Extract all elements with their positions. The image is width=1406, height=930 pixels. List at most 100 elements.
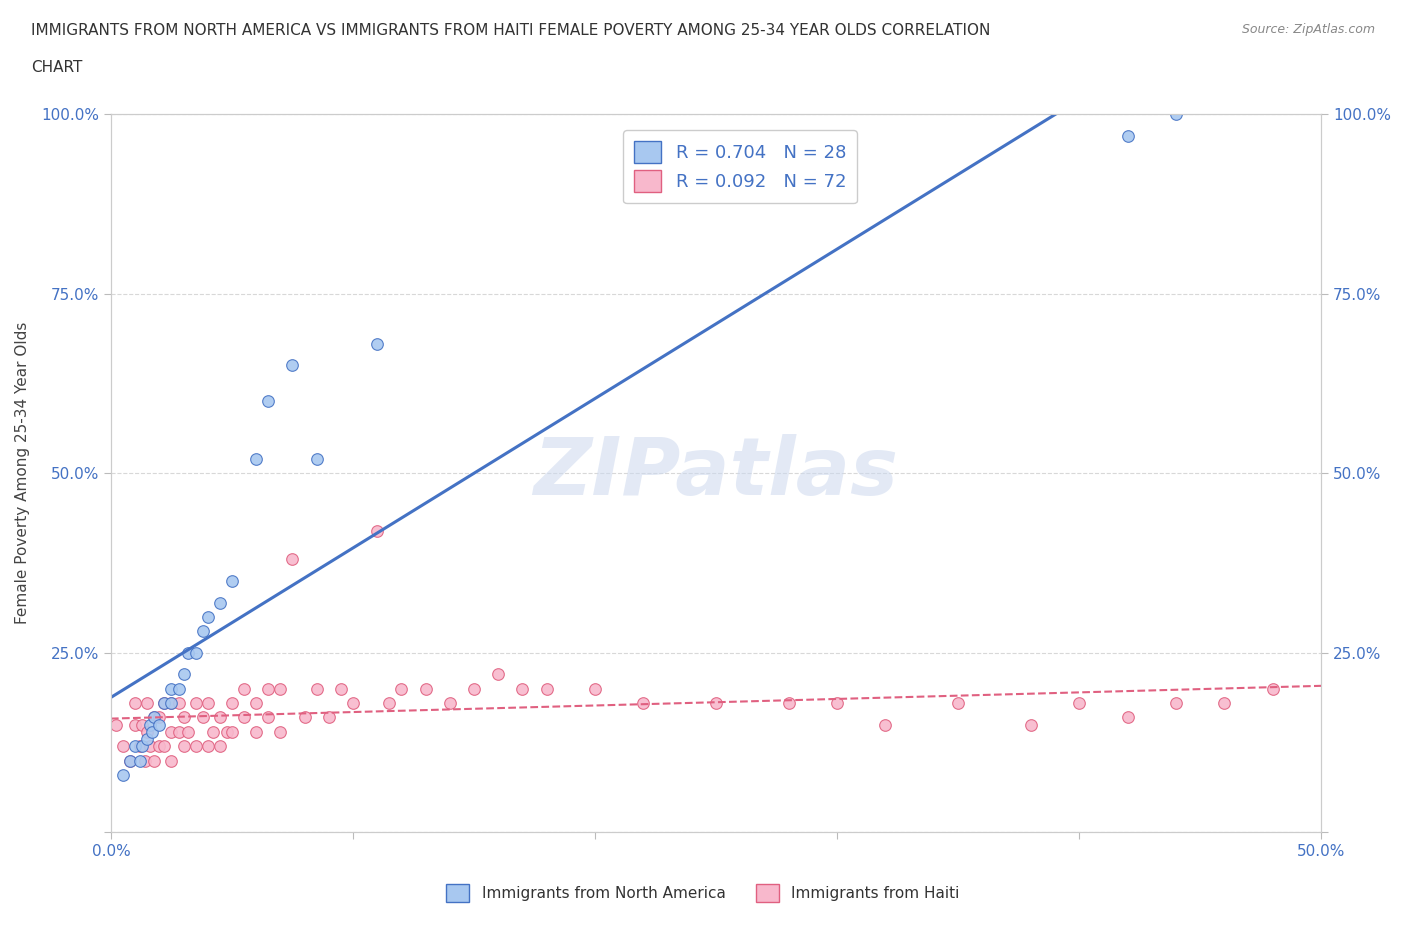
Point [257, 710, 280, 724]
Point [439, 696, 461, 711]
Point [160, 696, 183, 711]
Point [143, 710, 166, 724]
Point [124, 738, 146, 753]
Point [281, 358, 304, 373]
Point [129, 738, 152, 753]
Point [148, 717, 170, 732]
Point [177, 645, 200, 660]
Point [111, 738, 134, 753]
Point [148, 710, 170, 724]
Point [486, 667, 509, 682]
Point [583, 682, 606, 697]
Point [1069, 696, 1091, 711]
Point [177, 724, 200, 739]
Point [281, 552, 304, 567]
Point [143, 753, 166, 768]
Point [104, 717, 127, 732]
Text: ZIPatlas: ZIPatlas [533, 434, 898, 512]
Point [305, 451, 328, 466]
Text: IMMIGRANTS FROM NORTH AMERICA VS IMMIGRANTS FROM HAITI FEMALE POVERTY AMONG 25-3: IMMIGRANTS FROM NORTH AMERICA VS IMMIGRA… [31, 23, 990, 38]
Point [136, 732, 159, 747]
Point [825, 696, 848, 711]
Point [124, 696, 146, 711]
Point [120, 753, 142, 768]
Legend: R = 0.704   N = 28, R = 0.092   N = 72: R = 0.704 N = 28, R = 0.092 N = 72 [623, 130, 858, 203]
Point [1019, 717, 1042, 732]
Point [153, 738, 176, 753]
Point [160, 696, 183, 711]
Point [111, 767, 134, 782]
Point [269, 682, 291, 697]
Point [208, 738, 231, 753]
Point [160, 682, 183, 697]
Point [208, 710, 231, 724]
Point [201, 724, 224, 739]
Point [342, 696, 364, 711]
Point [257, 682, 280, 697]
Point [704, 696, 727, 711]
Point [197, 609, 219, 624]
Point [1116, 128, 1139, 143]
Point [329, 682, 352, 697]
Point [136, 696, 159, 711]
Point [160, 724, 183, 739]
Point [257, 394, 280, 409]
Point [148, 738, 170, 753]
Point [245, 724, 267, 739]
Point [120, 753, 142, 768]
Point [143, 710, 166, 724]
Point [269, 724, 291, 739]
Point [173, 738, 195, 753]
Point [191, 710, 214, 724]
Point [191, 624, 214, 639]
Point [217, 724, 239, 739]
Point [221, 574, 243, 589]
Point [141, 724, 163, 739]
Point [131, 738, 153, 753]
Point [221, 696, 243, 711]
Point [1213, 696, 1236, 711]
Y-axis label: Female Poverty Among 25-34 Year Olds: Female Poverty Among 25-34 Year Olds [15, 322, 30, 624]
Point [184, 738, 207, 753]
Point [136, 724, 159, 739]
Point [778, 696, 800, 711]
Point [197, 738, 219, 753]
Point [138, 738, 160, 753]
Point [160, 753, 183, 768]
Point [318, 710, 340, 724]
Point [946, 696, 969, 711]
Point [124, 717, 146, 732]
Point [1164, 696, 1187, 711]
Point [245, 696, 267, 711]
Point [536, 682, 558, 697]
Point [389, 682, 412, 697]
Point [197, 696, 219, 711]
Point [167, 696, 190, 711]
Point [131, 717, 153, 732]
Point [245, 451, 267, 466]
Legend: Immigrants from North America, Immigrants from Haiti: Immigrants from North America, Immigrant… [440, 878, 966, 909]
Point [378, 696, 401, 711]
Point [153, 696, 176, 711]
Point [233, 710, 256, 724]
Point [184, 696, 207, 711]
Point [129, 753, 152, 768]
Point [512, 682, 534, 697]
Point [415, 682, 437, 697]
Point [221, 724, 243, 739]
Point [184, 645, 207, 660]
Text: CHART: CHART [31, 60, 83, 75]
Point [1164, 107, 1187, 122]
Point [167, 682, 190, 697]
Point [1261, 682, 1284, 697]
Point [208, 595, 231, 610]
Point [366, 524, 388, 538]
Point [633, 696, 655, 711]
Point [173, 667, 195, 682]
Point [463, 682, 485, 697]
Point [153, 696, 176, 711]
Point [294, 710, 316, 724]
Point [366, 337, 388, 352]
Point [305, 682, 328, 697]
Point [875, 717, 897, 732]
